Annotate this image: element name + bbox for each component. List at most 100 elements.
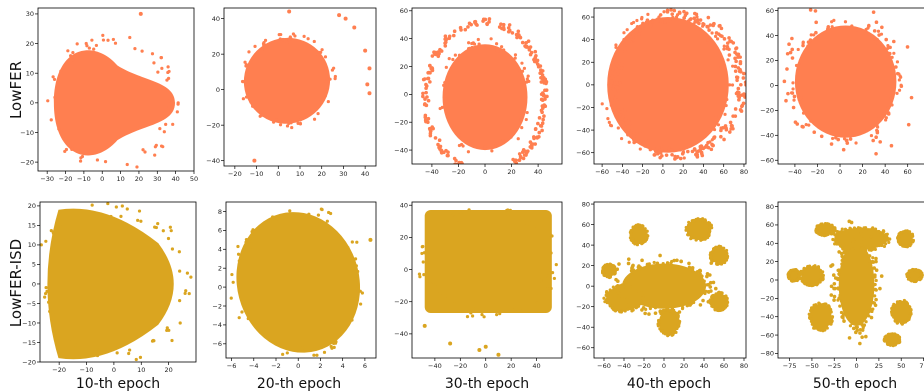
scatter-point xyxy=(435,50,440,54)
scatter-point xyxy=(645,262,650,267)
scatter-point xyxy=(477,347,482,352)
scatter-point xyxy=(606,117,610,121)
scatter-point xyxy=(332,341,336,346)
scatter-point xyxy=(895,60,900,64)
scatter-point xyxy=(835,232,839,236)
scatter-point xyxy=(791,81,795,85)
scatter-point xyxy=(628,122,632,126)
scatter-point xyxy=(241,97,245,101)
scatter-point xyxy=(477,170,481,174)
scatter-point xyxy=(785,67,789,71)
panel-r0-c2: −40 −20 0 20 40 −40 −20 0 20 40 60 xyxy=(394,7,563,176)
scatter-point xyxy=(714,292,718,296)
scatter-point xyxy=(898,74,902,78)
x-tick-label: 0 xyxy=(838,168,842,176)
scatter-point xyxy=(246,316,250,321)
scatter-point xyxy=(136,218,140,222)
scatter-point xyxy=(75,42,79,46)
scatter-point xyxy=(809,307,814,311)
scatter-point xyxy=(606,275,611,279)
scatter-point xyxy=(444,37,449,42)
scatter-point xyxy=(549,286,553,291)
scatter-point xyxy=(456,61,460,65)
scatter-point xyxy=(604,293,609,298)
scatter-point xyxy=(874,151,878,156)
scatter-point xyxy=(313,344,317,348)
scatter-point xyxy=(818,232,822,237)
scatter-point xyxy=(522,95,527,100)
scatter-point xyxy=(540,91,545,95)
scatter-point xyxy=(637,32,641,37)
scatter-point xyxy=(832,298,836,302)
scatter-point xyxy=(717,290,721,295)
scatter-point xyxy=(334,231,338,235)
scatter-point xyxy=(670,144,674,149)
column-label-10th-epoch: 10-th epoch xyxy=(76,376,160,392)
y-tick-label: 0 xyxy=(586,81,590,89)
scatter-point xyxy=(612,290,617,295)
scatter-point xyxy=(421,94,425,99)
scatter-point xyxy=(321,59,325,63)
scatter-point xyxy=(870,259,875,264)
scatter-point xyxy=(515,68,519,72)
scatter-point xyxy=(324,88,328,92)
scatter-point xyxy=(494,144,498,148)
scatter-point xyxy=(648,147,653,152)
scatter-point xyxy=(358,289,362,293)
scatter-point xyxy=(57,223,62,228)
scatter-point xyxy=(326,99,330,104)
scatter-point xyxy=(330,334,334,338)
scatter-point xyxy=(166,65,170,69)
scatter-point xyxy=(428,71,432,75)
scatter-point xyxy=(539,124,544,128)
scatter-point xyxy=(883,237,887,241)
scatter-point xyxy=(540,128,544,133)
cluster-blob xyxy=(53,50,176,156)
scatter-point xyxy=(470,314,475,318)
scatter-point xyxy=(614,284,619,289)
cluster-blob xyxy=(424,210,552,313)
scatter-point xyxy=(698,145,703,149)
scatter-point xyxy=(677,10,682,15)
y-tick-label: −60 xyxy=(760,331,774,339)
scatter-point xyxy=(333,74,337,79)
scatter-point xyxy=(882,240,886,244)
scatter-point xyxy=(485,22,489,27)
scatter-point xyxy=(40,243,43,247)
y-tick-label: 15 xyxy=(28,222,36,230)
scatter-point xyxy=(916,269,920,273)
y-tick-label: 20 xyxy=(582,262,590,270)
cluster-blob xyxy=(442,44,528,151)
scatter-point xyxy=(686,230,691,234)
scatter-point xyxy=(813,326,817,330)
scatter-point xyxy=(337,13,342,18)
x-tick-label: −20 xyxy=(452,168,466,176)
scatter-point xyxy=(524,149,528,154)
y-tick-label: 8 xyxy=(218,208,222,216)
scatter-point xyxy=(678,156,683,161)
scatter-point xyxy=(609,103,613,107)
scatter-point xyxy=(97,348,101,353)
scatter-point xyxy=(861,324,866,328)
scatter-point xyxy=(293,214,297,218)
scatter-point xyxy=(667,18,672,23)
scatter-point xyxy=(727,36,731,40)
scatter-point xyxy=(661,329,665,333)
y-tick-label: 60 xyxy=(582,13,590,21)
scatter-point xyxy=(786,91,790,96)
scatter-point xyxy=(655,261,660,266)
scatter-point xyxy=(436,142,440,147)
scatter-point xyxy=(873,41,878,45)
scatter-point xyxy=(641,141,646,146)
scatter-point xyxy=(51,75,55,79)
scatter-point xyxy=(356,269,360,274)
scatter-point xyxy=(350,240,354,244)
scatter-point xyxy=(735,75,740,80)
scatter-point xyxy=(782,79,787,84)
scatter-point xyxy=(826,25,830,30)
scatter-point xyxy=(138,11,143,16)
scatter-point xyxy=(827,304,831,309)
scatter-point xyxy=(613,81,617,86)
scatter-point xyxy=(872,266,877,270)
